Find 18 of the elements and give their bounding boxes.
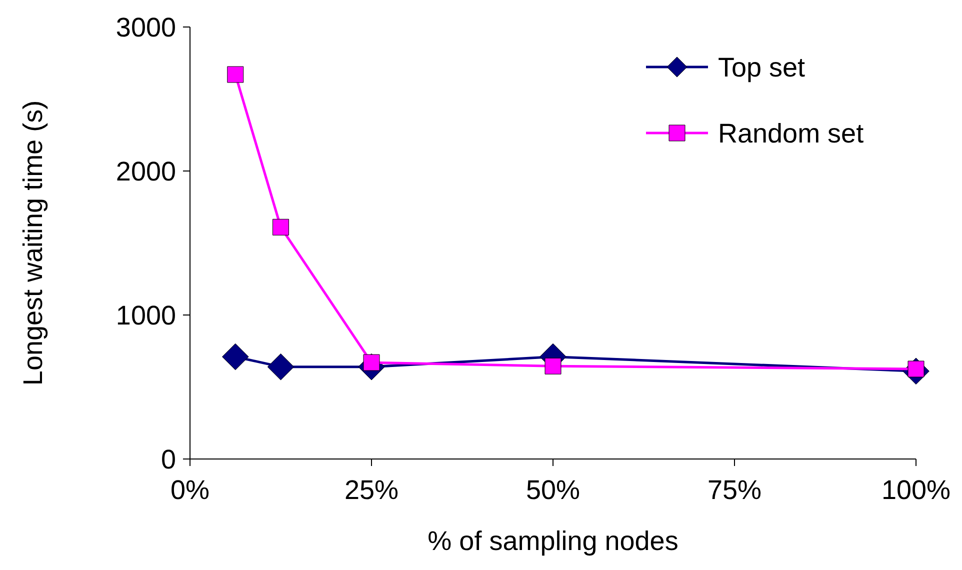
y-tick-label: 2000 (116, 156, 176, 186)
x-tick-label: 25% (344, 475, 399, 505)
point (267, 353, 294, 380)
legend-label: Random set (718, 118, 864, 148)
legend-label: Top set (718, 52, 806, 82)
y-tick-label: 3000 (116, 12, 176, 42)
x-tick-label: 0% (170, 475, 210, 505)
y-tick-label: 1000 (116, 300, 176, 330)
point (222, 343, 249, 370)
x-axis-title: % of sampling nodes (428, 526, 678, 556)
x-tick-label: 100% (881, 475, 951, 505)
point (227, 66, 244, 83)
x-tick-label: 50% (526, 475, 580, 505)
point (272, 218, 289, 236)
point (544, 358, 562, 374)
y-tick-label: 0 (160, 444, 176, 474)
y-axis-title: Longest waiting time (s) (18, 100, 48, 386)
x-tick-label: 75% (707, 475, 762, 505)
